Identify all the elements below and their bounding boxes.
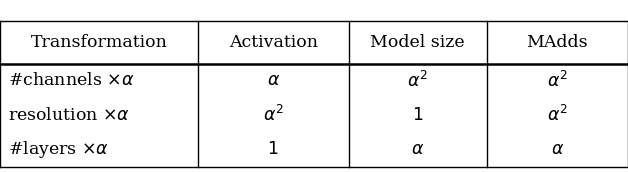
Text: #layers $\times\alpha$: #layers $\times\alpha$ <box>8 139 109 160</box>
Text: Activation: Activation <box>229 34 318 51</box>
Text: $\alpha$: $\alpha$ <box>411 141 425 158</box>
Text: $\alpha$: $\alpha$ <box>551 141 564 158</box>
Text: $\alpha$: $\alpha$ <box>266 72 280 89</box>
Text: Transformation: Transformation <box>31 34 167 51</box>
Text: #channels $\times\alpha$: #channels $\times\alpha$ <box>8 72 134 89</box>
Text: $\alpha^2$: $\alpha^2$ <box>547 71 568 91</box>
Text: resolution $\times\alpha$: resolution $\times\alpha$ <box>8 107 130 124</box>
Text: Model size: Model size <box>371 34 465 51</box>
Text: $\alpha^2$: $\alpha^2$ <box>407 71 428 91</box>
Text: $\alpha^2$: $\alpha^2$ <box>547 105 568 125</box>
Text: $\alpha^2$: $\alpha^2$ <box>263 105 284 125</box>
Text: $1$: $1$ <box>268 141 279 158</box>
Text: MAdds: MAdds <box>526 34 588 51</box>
Text: $1$: $1$ <box>412 107 423 124</box>
